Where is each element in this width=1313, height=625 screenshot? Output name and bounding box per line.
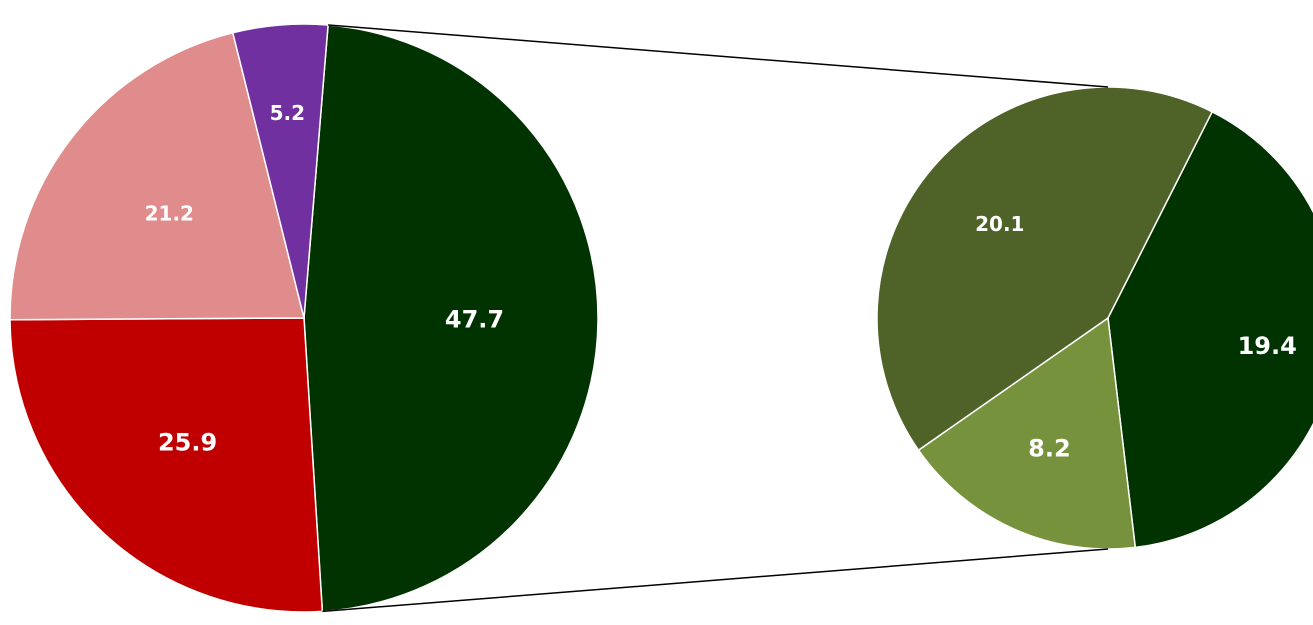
secondary-pie-label-1: 8.2 (1028, 435, 1071, 463)
main-pie-slice-0 (303, 24, 599, 613)
secondary-pie-label-2: 20.1 (975, 212, 1024, 236)
main-pie-slice-3 (231, 23, 329, 319)
main-pie-label-0: 47.7 (445, 306, 504, 334)
main-pie-label-2: 21.2 (145, 201, 194, 225)
secondary-pie-slice-0 (1107, 110, 1313, 549)
main-pie (9, 23, 599, 613)
secondary-pie (876, 86, 1313, 550)
main-pie-slice-1 (9, 317, 324, 613)
connector-top (328, 24, 1109, 88)
main-pie-label-3: 5.2 (270, 101, 305, 125)
secondary-pie-label-0: 19.4 (1238, 332, 1297, 360)
connector-lines (322, 24, 1109, 613)
connector-bottom (322, 548, 1109, 613)
secondary-pie-slice-2 (876, 86, 1214, 452)
secondary-pie-slice-1 (917, 316, 1137, 550)
data-labels: 47.7 25.9 21.2 5.2 19.4 8.2 20.1 (145, 101, 1297, 463)
main-pie-slice-2 (9, 31, 305, 321)
main-pie-label-1: 25.9 (158, 429, 217, 457)
